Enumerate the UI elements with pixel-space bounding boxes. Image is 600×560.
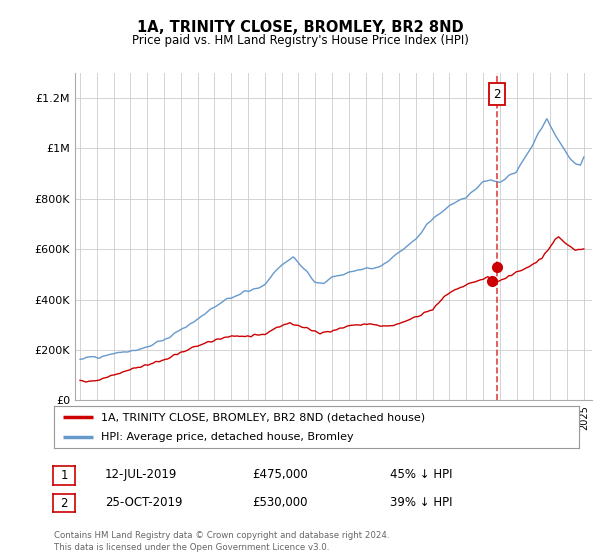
Text: Contains HM Land Registry data © Crown copyright and database right 2024.
This d: Contains HM Land Registry data © Crown c… [54, 531, 389, 552]
Text: 1A, TRINITY CLOSE, BROMLEY, BR2 8ND (detached house): 1A, TRINITY CLOSE, BROMLEY, BR2 8ND (det… [101, 412, 425, 422]
Text: 45% ↓ HPI: 45% ↓ HPI [390, 468, 452, 482]
Text: £530,000: £530,000 [252, 496, 308, 509]
Text: HPI: Average price, detached house, Bromley: HPI: Average price, detached house, Brom… [101, 432, 354, 442]
Text: 39% ↓ HPI: 39% ↓ HPI [390, 496, 452, 509]
Text: 2: 2 [61, 497, 68, 510]
Text: 2: 2 [493, 88, 500, 101]
Text: 12-JUL-2019: 12-JUL-2019 [105, 468, 178, 482]
Text: Price paid vs. HM Land Registry's House Price Index (HPI): Price paid vs. HM Land Registry's House … [131, 34, 469, 46]
Text: 1A, TRINITY CLOSE, BROMLEY, BR2 8ND: 1A, TRINITY CLOSE, BROMLEY, BR2 8ND [137, 20, 463, 35]
Text: 25-OCT-2019: 25-OCT-2019 [105, 496, 182, 509]
Text: 1: 1 [61, 469, 68, 482]
Text: £475,000: £475,000 [252, 468, 308, 482]
